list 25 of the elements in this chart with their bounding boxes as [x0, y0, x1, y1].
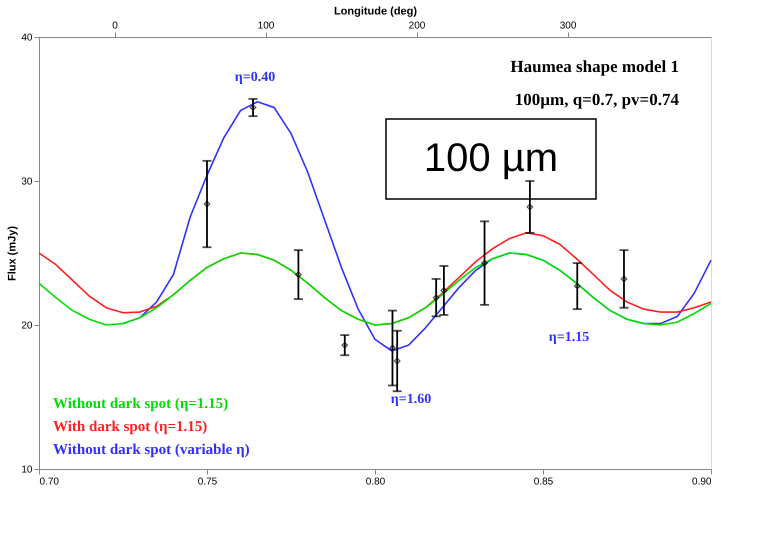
- x-tick-label: 0.75: [198, 476, 218, 488]
- annotation: Haumea shape model 1: [510, 57, 679, 76]
- text: Without dark spot (variable η): [53, 442, 250, 458]
- annotation: η=1.15: [548, 330, 590, 345]
- x-tick-label: 0.80: [366, 476, 386, 488]
- x2-tick-label: 0: [112, 20, 118, 32]
- text: Without dark spot (η=1.15): [53, 396, 228, 412]
- y-axis-title: Flux (mJy): [6, 226, 18, 282]
- annotation: 100 µm: [424, 136, 558, 180]
- x-tick-label: 0.90: [692, 476, 712, 488]
- x-tick-label: 0.85: [534, 476, 554, 488]
- y-tick-label: 10: [21, 464, 33, 476]
- x2-axis-title: Longitude (deg): [334, 6, 418, 18]
- line-series: [38, 252, 712, 326]
- x2-tick-label: 100: [258, 20, 275, 32]
- y-tick-label: 40: [21, 32, 33, 44]
- y-tick-label: 20: [21, 320, 33, 332]
- annotation: η=0.40: [234, 70, 276, 85]
- y-tick-label: 30: [21, 176, 33, 188]
- annotation: η=1.60: [390, 392, 432, 407]
- text: With dark spot (η=1.15): [53, 419, 208, 435]
- x-tick-label: 0.70: [40, 476, 60, 488]
- x2-tick-label: 300: [560, 20, 577, 32]
- annotation: 100µm, q=0.7, pv=0.74: [514, 90, 680, 109]
- x2-tick-label: 200: [408, 20, 426, 32]
